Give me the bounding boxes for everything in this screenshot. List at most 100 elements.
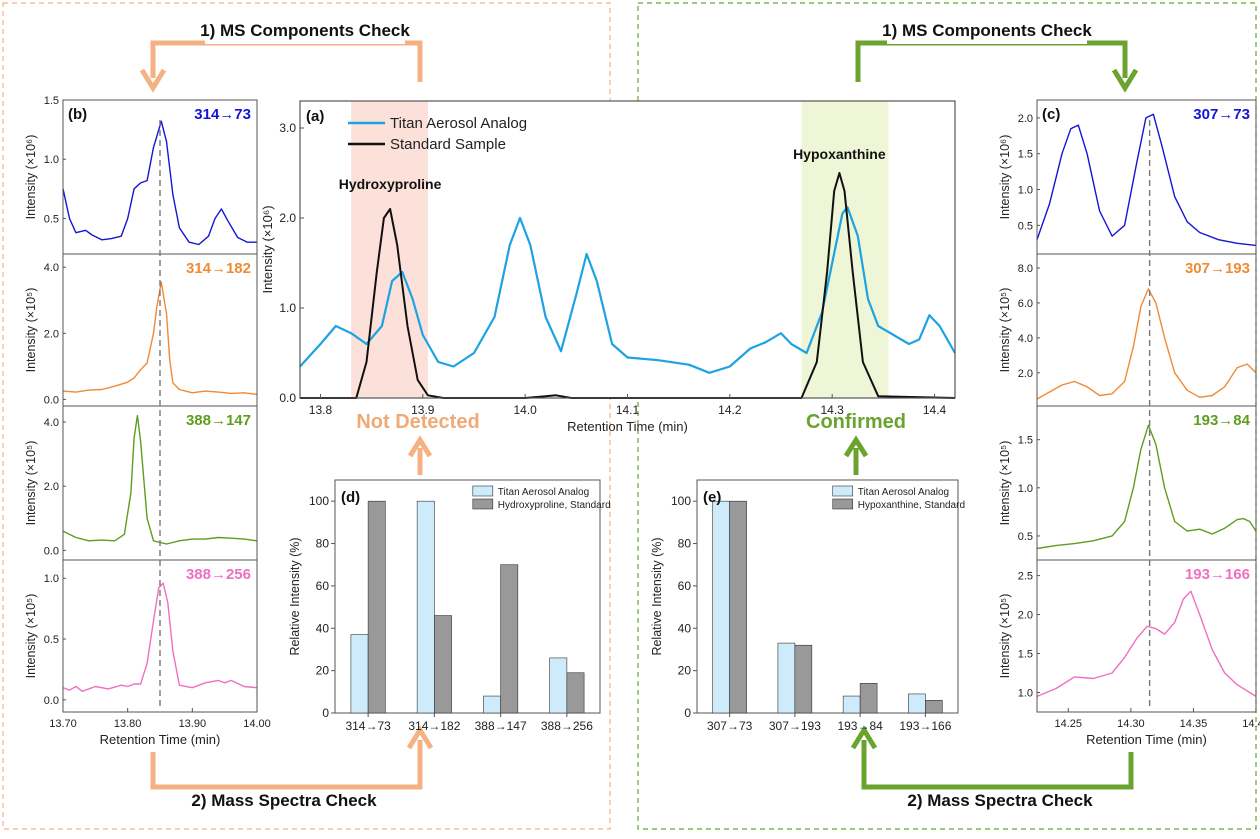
panel-c-ytick-label: 2.0 <box>1018 113 1033 125</box>
transition-label: 388→256 <box>186 566 251 583</box>
panel-d-ytick-label: 100 <box>309 494 329 508</box>
panel-e-ytick-label: 0 <box>684 706 691 720</box>
panel-b-subplot: 0.0 2.0 4.0 Intensity (×10⁵) 314→182 <box>24 253 258 407</box>
panel-d-ytick-label: 40 <box>316 621 330 635</box>
panel-d-category-label: 314→182 <box>408 719 460 733</box>
right-bottom-label-bg <box>880 790 1120 814</box>
flow-layer: 1) MS Components Check 1) MS Components … <box>139 18 1139 814</box>
panel-a-xtick-label: 14.1 <box>616 403 640 417</box>
right-bottom-flow-label: 2) Mass Spectra Check <box>907 791 1093 810</box>
panel-e-ytick-label: 100 <box>671 494 691 508</box>
panel-c-ylabel: Intensity (×10⁵) <box>998 594 1012 679</box>
panel-c-ytick-label: 0.5 <box>1018 220 1033 232</box>
panel-b-subplot: 0.0 0.5 1.0 Intensity (×10⁵) 388→256 <box>24 559 258 713</box>
panel-b-xtick-label: 13.70 <box>49 718 77 730</box>
hypoxanthine-annotation: Hypoxanthine <box>793 146 886 162</box>
panel-a-xlabel: Retention Time (min) <box>567 419 688 434</box>
panel-e-ytick-label: 20 <box>678 664 692 678</box>
panel-b-label: (b) <box>68 106 87 123</box>
panel-e-category-label: 307→193 <box>769 719 821 733</box>
center-right-up-arrowhead <box>843 435 869 458</box>
panel-d-label: (d) <box>341 489 360 506</box>
panel-b-subplot: 0.5 1.0 1.5 Intensity (×10⁶) 314→73 <box>24 95 258 255</box>
panel-a-xtick-label: 13.9 <box>411 403 435 417</box>
titan-aerosol-trace <box>299 206 956 374</box>
panel-d-ytick-label: 0 <box>322 706 329 720</box>
panel-c-xtick-label: 14.30 <box>1117 718 1145 730</box>
panel-e-label: (e) <box>703 489 721 506</box>
legend-standard-label: Standard Sample <box>390 136 506 153</box>
transition-trace-307-73 <box>1036 113 1257 247</box>
panel-b-ytick-label: 0.5 <box>44 634 59 646</box>
legend-standard-label: Hydroxyproline, Standard <box>498 500 611 511</box>
right-top-bracket <box>855 40 1128 82</box>
bar-titan <box>908 693 926 714</box>
panel-a-xtick-label: 14.3 <box>821 403 845 417</box>
panel-a-ytick-label: 1.0 <box>279 301 296 315</box>
legend-titan-label: Titan Aerosol Analog <box>498 487 589 498</box>
legend-standard-label: Hypoxanthine, Standard <box>858 500 965 511</box>
panel-e-ytick-label: 80 <box>678 537 692 551</box>
panel-b-ytick-label: 1.0 <box>44 573 59 585</box>
panel-b-ylabel: Intensity (×10⁵) <box>24 441 38 526</box>
transition-trace-307-193 <box>1036 288 1257 400</box>
transition-label: 193→84 <box>1193 412 1250 429</box>
panel-e-ytick-label: 40 <box>678 621 692 635</box>
left-bottom-bracket <box>150 740 423 790</box>
panel-a-xtick-label: 14.0 <box>513 403 537 417</box>
panel-c-ylabel: Intensity (×10⁵) <box>998 288 1012 373</box>
panel-c-ytick-label: 4.0 <box>1018 333 1033 345</box>
transition-label: 388→147 <box>186 412 251 429</box>
panel-b-ytick-label: 0.5 <box>44 213 59 225</box>
panel-c-xlabel: Retention Time (min) <box>1086 732 1207 747</box>
panel-b-ytick-label: 1.0 <box>44 154 59 166</box>
transition-label: 193→166 <box>1185 566 1250 583</box>
panel-a-ylabel: Intensity (×10⁶) <box>260 205 275 293</box>
left-bottom-flow-label: 2) Mass Spectra Check <box>191 791 377 810</box>
panel-a-xtick-label: 14.4 <box>923 403 947 417</box>
panel-d: 314→73 314→182 388→147 388→256 0 20 40 60 80 100 R… <box>288 479 611 733</box>
panel-c-subplot: 1.0 1.5 2.0 2.5 Intensity (×10⁵) 193→166 <box>998 559 1257 713</box>
panel-b-xtick-label: 13.90 <box>179 718 207 730</box>
left-dashed-frame <box>2 2 611 830</box>
transition-label: 314→73 <box>194 106 251 123</box>
panel-a-ytick-label: 2.0 <box>279 211 296 225</box>
panel-d-category-label: 388→147 <box>475 719 527 733</box>
legend-titan-swatch <box>832 485 854 497</box>
transition-trace-388-256 <box>62 582 258 692</box>
panel-b-xlabel: Retention Time (min) <box>100 732 221 747</box>
panel-b-ytick-label: 4.0 <box>44 417 59 429</box>
legend-standard-swatch <box>472 498 494 510</box>
transition-trace-193-166 <box>1036 590 1257 698</box>
standard-sample-trace <box>300 172 956 399</box>
right-top-arrowhead <box>1111 68 1139 93</box>
bar-titan <box>712 500 730 714</box>
panel-e-ylabel: Relative Intensity (%) <box>650 537 664 655</box>
confirmed-label: Confirmed <box>806 411 906 433</box>
transition-trace-193-84 <box>1036 424 1257 550</box>
right-bottom-arrowhead <box>850 725 878 750</box>
panel-d-ylabel: Relative Intensity (%) <box>288 537 302 655</box>
center-left-up-arrowhead <box>407 435 433 458</box>
panel-e: 307→73 307→193 193→84 193→166 0 20 40 60 80 100 Re… <box>650 479 965 733</box>
panel-a-label: (a) <box>306 108 324 125</box>
bar-titan <box>350 634 369 714</box>
panel-c-xtick-label: 14.25 <box>1055 718 1083 730</box>
panel-c-subplot: 2.0 4.0 6.0 8.0 Intensity (×10⁵) 307→193 <box>998 253 1257 407</box>
panel-b-ytick-label: 2.0 <box>44 328 59 340</box>
left-top-flow-label: 1) MS Components Check <box>200 21 410 40</box>
bar-standard <box>794 644 813 714</box>
panel-c-subplot-frame <box>1036 559 1257 713</box>
panel-e-category-label: 307→73 <box>707 719 753 733</box>
bar-standard <box>925 699 943 714</box>
panel-c-ytick-label: 1.5 <box>1018 649 1033 661</box>
bar-titan <box>549 657 568 714</box>
panel-c-ylabel: Intensity (×10⁶) <box>998 135 1012 220</box>
panel-c: 0.5 1.0 1.5 2.0 Intensity (×10⁶) 307→73 2.0 4.0… <box>998 99 1260 747</box>
panel-b-ylabel: Intensity (×10⁵) <box>24 594 38 679</box>
bar-titan <box>483 695 501 714</box>
panel-d-ytick-label: 80 <box>316 537 330 551</box>
transition-trace-388-147 <box>62 414 258 545</box>
transition-label: 307→193 <box>1185 260 1250 277</box>
